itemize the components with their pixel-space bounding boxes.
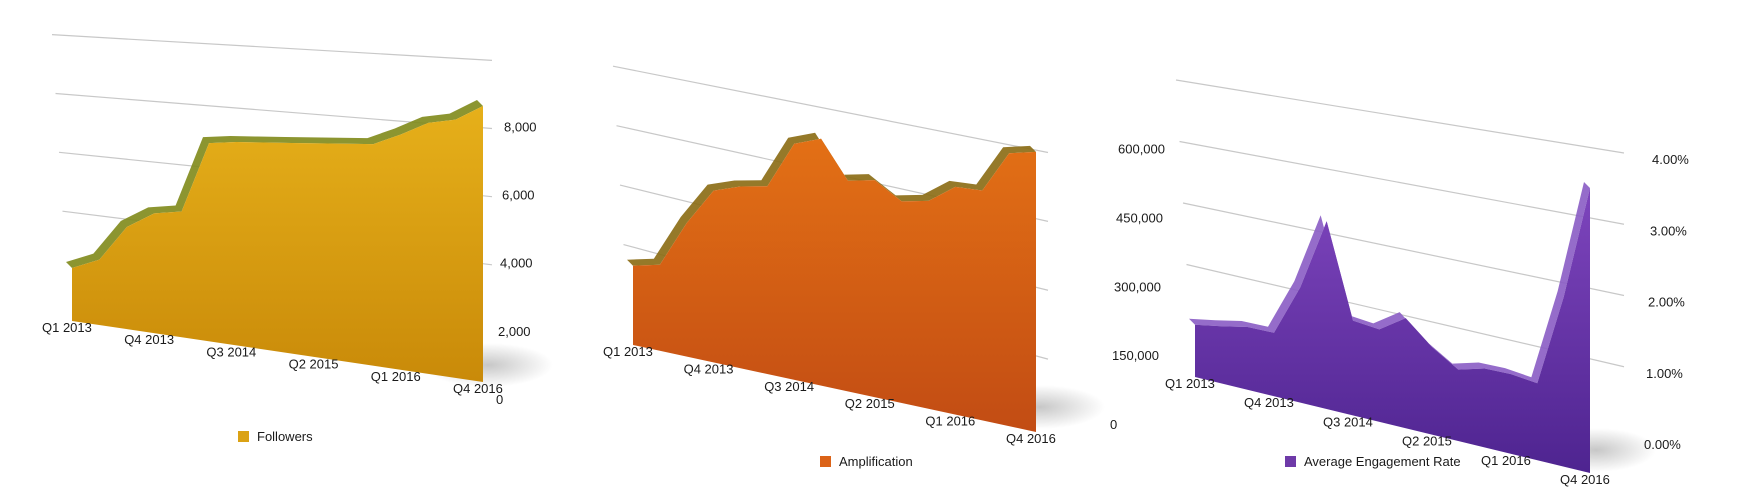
series-area-followers: [72, 105, 483, 383]
x-tick-label: Q3 2014: [1323, 414, 1373, 429]
x-tick-label: Q2 2015: [845, 396, 895, 411]
x-tick-label: Q2 2015: [1402, 434, 1452, 449]
gridline: [1175, 79, 1625, 154]
y-tick-label: 0: [496, 392, 503, 407]
y-tick-label: 2,000: [498, 324, 531, 339]
x-tick-label: Q1 2013: [1165, 376, 1215, 391]
x-tick-label: Q4 2016: [1560, 472, 1610, 487]
y-tick-label: 6,000: [502, 188, 535, 203]
y-tick-label: 2.00%: [1648, 295, 1685, 310]
gridline: [51, 34, 493, 61]
y-tick-label: 3.00%: [1650, 223, 1687, 238]
legend-swatch: [820, 456, 831, 467]
y-tick-label: 4,000: [500, 256, 533, 271]
chart-0: 0 2,000 4,000 6,000 8,000 Q1 2013 Q4 2013 Q3 20…: [42, 34, 553, 444]
y-tick-label: 0: [1110, 417, 1117, 432]
series-top-edge: [66, 99, 483, 269]
x-tick-label: Q3 2014: [206, 344, 256, 359]
y-tick-label: 450,000: [1116, 210, 1163, 225]
y-tick-label: 600,000: [1118, 142, 1165, 157]
chart-2: 0.00% 1.00% 2.00% 3.00% 4.00% Q1 2013 Q4 2013 Q…: [1165, 79, 1689, 487]
series-area-amplification: [633, 138, 1036, 432]
x-tick-label: Q3 2014: [764, 379, 814, 394]
y-tick-label: 300,000: [1114, 279, 1161, 294]
legend-label: Amplification: [839, 454, 913, 469]
x-tick-label: Q4 2013: [684, 361, 734, 376]
legend-swatch: [1285, 456, 1296, 467]
x-tick-label: Q1 2013: [42, 320, 92, 335]
gridline: [612, 65, 1049, 154]
x-tick-label: Q4 2016: [1006, 431, 1056, 446]
y-tick-label: 150,000: [1112, 348, 1159, 363]
x-tick-label: Q2 2015: [289, 357, 339, 372]
y-tick-label: 1.00%: [1646, 366, 1683, 381]
x-tick-label: Q1 2016: [1481, 453, 1531, 468]
legend-swatch: [238, 431, 249, 442]
x-tick-label: Q4 2013: [124, 332, 174, 347]
legend-label: Average Engagement Rate: [1304, 454, 1461, 469]
legend-label: Followers: [257, 429, 313, 444]
y-tick-label: 0.00%: [1644, 437, 1681, 452]
chart-1: 0 150,000 300,000 450,000 600,000 Q1 2013 Q4 2…: [603, 65, 1165, 469]
gridline: [1179, 140, 1625, 225]
gridline: [1182, 202, 1625, 297]
y-tick-label: 4.00%: [1652, 152, 1689, 167]
series-area-average-engagement-rate: [1195, 188, 1590, 473]
x-tick-label: Q4 2016: [453, 381, 503, 396]
y-tick-label: 8,000: [504, 119, 537, 134]
x-tick-label: Q1 2016: [925, 414, 975, 429]
x-tick-label: Q1 2016: [371, 369, 421, 384]
x-tick-label: Q1 2013: [603, 344, 653, 359]
x-tick-label: Q4 2013: [1244, 395, 1294, 410]
